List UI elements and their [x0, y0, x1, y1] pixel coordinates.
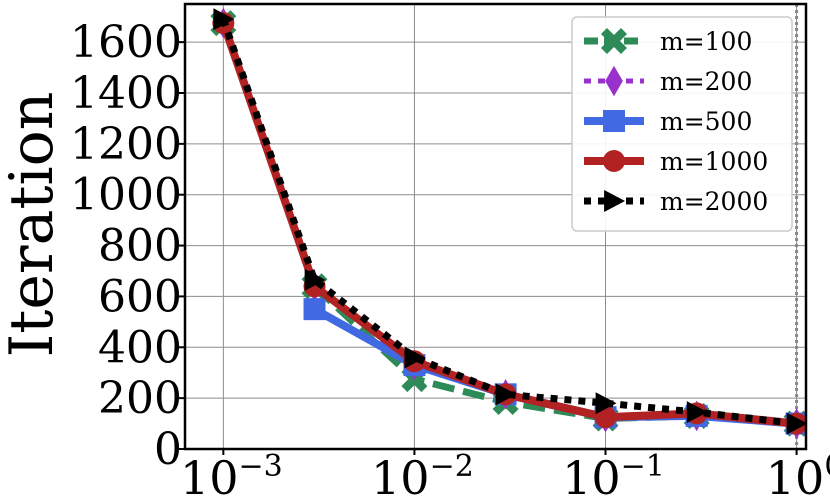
data-point	[495, 383, 517, 406]
x-tick-label: 10−1	[562, 449, 665, 503]
y-tick-label: 0	[154, 424, 182, 475]
y-tick-label: 1400	[70, 68, 182, 119]
x-axis: 10−3 10−2 10−1 100	[180, 449, 830, 503]
y-tick-label: 600	[98, 271, 182, 322]
legend-item: m=500	[584, 107, 752, 136]
legend-item: m=100	[584, 27, 752, 56]
legend-item: m=1000	[584, 147, 768, 176]
legend-swatch-marker	[603, 150, 625, 172]
legend-item: m=2000	[584, 187, 768, 216]
legend-box	[571, 16, 793, 232]
y-tick-label: 400	[98, 322, 182, 373]
data-point	[304, 268, 326, 291]
series-m-2000	[213, 8, 806, 435]
x-tick-label: 10−3	[180, 449, 283, 503]
data-layer	[210, 7, 806, 439]
data-point	[595, 392, 617, 415]
y-tick-label: 800	[98, 221, 182, 272]
data-point	[686, 401, 708, 424]
x-tick-label: 100	[766, 449, 830, 503]
legend-swatch-marker	[603, 110, 625, 132]
axes-frame	[183, 2, 808, 451]
legend-label: m=2000	[660, 187, 768, 216]
y-tick-label: 1000	[70, 170, 182, 221]
x-tick-label: 10−2	[371, 449, 474, 503]
legend-swatch-marker	[600, 27, 628, 55]
legend-label: m=100	[660, 27, 752, 56]
y-axis-label: Iteration	[0, 92, 67, 358]
y-tick-label: 1600	[70, 17, 182, 68]
legend-swatch-marker	[605, 65, 623, 97]
data-point	[303, 298, 326, 321]
legend-label: m=200	[660, 67, 752, 96]
legend-label: m=1000	[660, 147, 768, 176]
y-tick-label: 200	[98, 373, 182, 424]
y-tick-label: 1200	[70, 119, 182, 170]
legend-swatch-marker	[604, 190, 625, 212]
data-point	[404, 346, 426, 369]
legend-item: m=200	[584, 65, 752, 97]
legend-label: m=500	[660, 107, 752, 136]
data-point	[786, 412, 806, 435]
data-point	[213, 8, 235, 31]
legend: m=100 m=200 m=500 m=1000 m=2000	[571, 16, 793, 232]
